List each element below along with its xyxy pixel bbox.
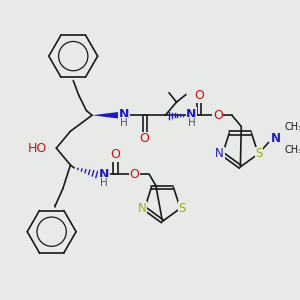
Polygon shape <box>92 112 118 119</box>
Text: O: O <box>111 148 120 161</box>
Text: N: N <box>215 147 224 161</box>
Text: N: N <box>99 168 110 181</box>
Text: S: S <box>178 202 186 215</box>
Text: N: N <box>186 108 197 121</box>
Text: O: O <box>140 132 149 145</box>
Text: H: H <box>188 118 195 128</box>
Text: N: N <box>137 202 146 215</box>
Text: S: S <box>256 147 263 161</box>
Text: N: N <box>271 132 281 145</box>
Text: CH₃: CH₃ <box>285 145 300 155</box>
Text: H: H <box>120 118 128 128</box>
Text: H: H <box>100 178 108 188</box>
Text: O: O <box>194 89 204 102</box>
Text: N: N <box>119 108 129 121</box>
Text: O: O <box>213 109 223 122</box>
Text: O: O <box>129 168 139 181</box>
Text: HO: HO <box>28 142 47 154</box>
Polygon shape <box>38 145 49 151</box>
Text: CH₃: CH₃ <box>285 122 300 133</box>
